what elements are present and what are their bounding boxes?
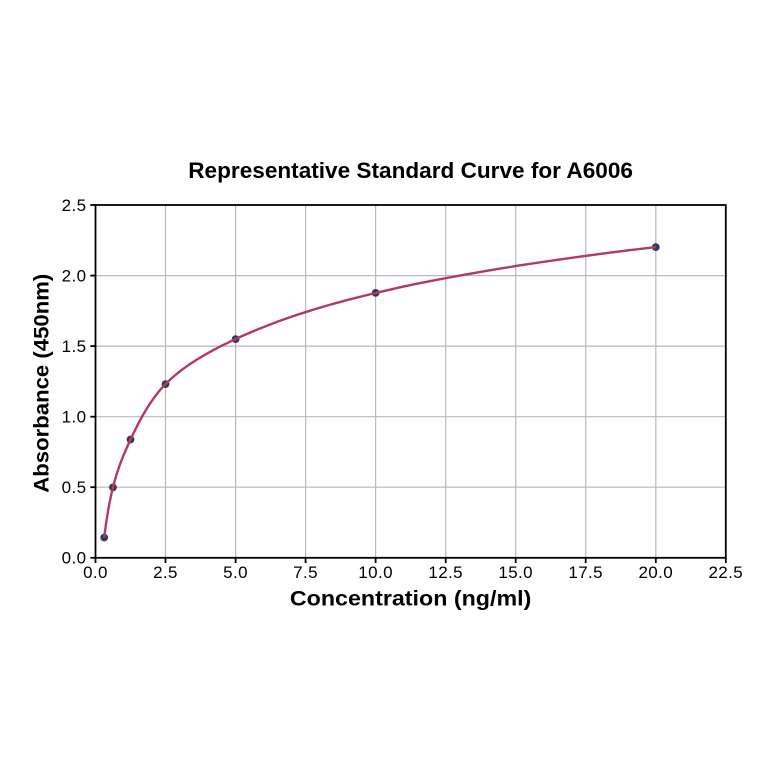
svg-text:12.5: 12.5 xyxy=(428,563,463,582)
svg-text:0.5: 0.5 xyxy=(62,478,87,497)
svg-text:2.5: 2.5 xyxy=(62,196,87,215)
svg-text:17.5: 17.5 xyxy=(568,563,603,582)
svg-text:5.0: 5.0 xyxy=(223,563,248,582)
svg-text:22.5: 22.5 xyxy=(708,563,743,582)
svg-text:10.0: 10.0 xyxy=(358,563,393,582)
svg-text:1.0: 1.0 xyxy=(62,408,87,427)
svg-text:2.5: 2.5 xyxy=(153,563,178,582)
svg-text:0.0: 0.0 xyxy=(83,563,108,582)
svg-text:15.0: 15.0 xyxy=(498,563,533,582)
svg-text:2.0: 2.0 xyxy=(62,267,87,286)
svg-text:Absorbance (450nm): Absorbance (450nm) xyxy=(31,274,54,493)
svg-text:0.0: 0.0 xyxy=(62,549,87,568)
svg-text:20.0: 20.0 xyxy=(638,563,673,582)
svg-text:Concentration (ng/ml): Concentration (ng/ml) xyxy=(290,588,532,611)
svg-text:Representative Standard Curve: Representative Standard Curve for A6006 xyxy=(188,158,633,183)
svg-text:7.5: 7.5 xyxy=(293,563,318,582)
svg-text:1.5: 1.5 xyxy=(62,337,87,356)
